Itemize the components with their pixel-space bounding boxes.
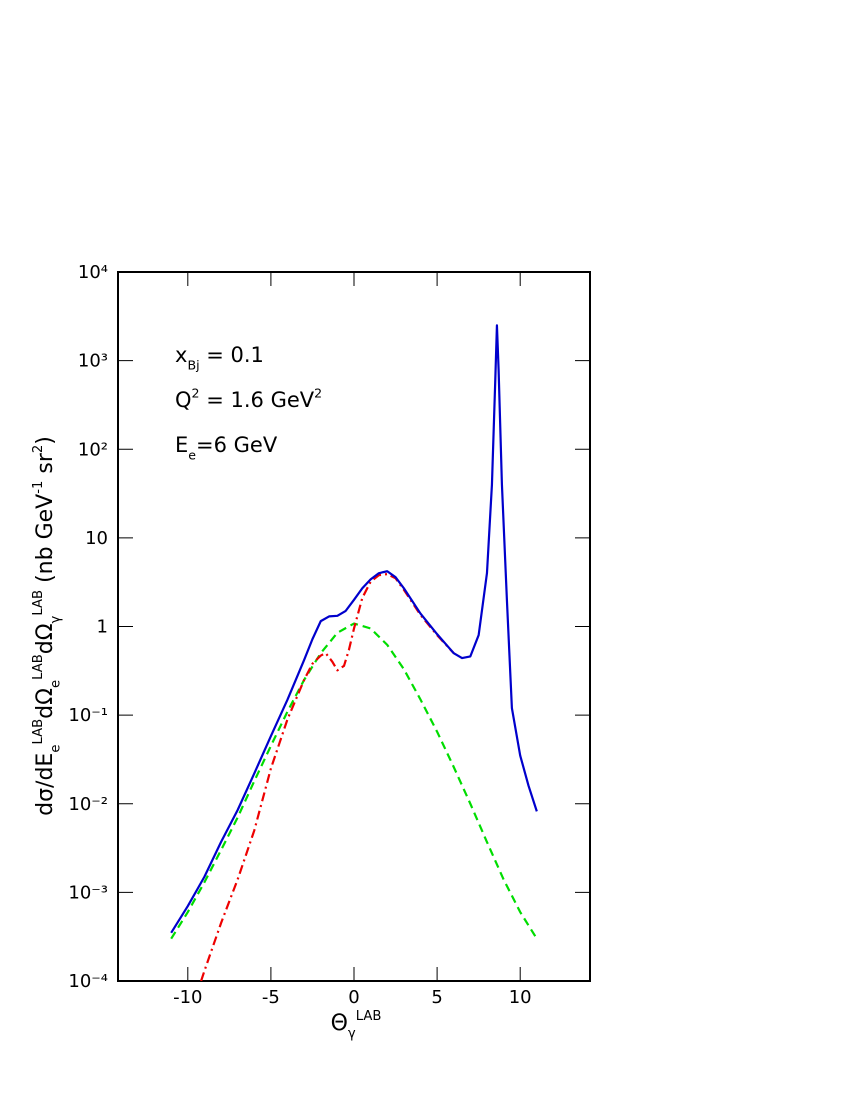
x-axis-label-part: Θ bbox=[331, 1011, 348, 1036]
y-axis-label-part: dΩ bbox=[33, 623, 58, 654]
data-line bbox=[170, 622, 538, 940]
annotation-part: =6 GeV bbox=[196, 433, 278, 457]
y-tick-label: 10⁻⁴ bbox=[68, 971, 108, 992]
y-axis-label-part: (nb GeV bbox=[33, 494, 58, 590]
x-tick-label: -5 bbox=[262, 987, 280, 1008]
annotation-part: e bbox=[188, 447, 196, 462]
y-axis-label-part: LAB bbox=[31, 719, 46, 745]
annotation-part: Q bbox=[175, 388, 192, 412]
x-tick-label: -10 bbox=[173, 987, 202, 1008]
y-tick-label: 1 bbox=[97, 617, 108, 638]
annotation-part: 2 bbox=[314, 386, 322, 401]
y-tick-label: 10² bbox=[78, 439, 108, 460]
y-tick-label: 10³ bbox=[78, 351, 108, 372]
y-tick-label: 10⁻¹ bbox=[68, 705, 108, 726]
y-tick-label: 10⁴ bbox=[78, 262, 108, 283]
y-tick-label: 10⁻³ bbox=[68, 882, 108, 903]
annotation: xBj = 0.1 bbox=[175, 343, 264, 372]
y-axis-label: dσ/dEeLABdΩeLABdΩγLAB (nb GeV-1 sr2) bbox=[31, 436, 64, 816]
x-axis-label: ΘγLAB bbox=[331, 1009, 382, 1042]
annotation-part: E bbox=[175, 433, 188, 457]
y-axis-label-part: -1 bbox=[31, 481, 46, 494]
y-tick-label: 10 bbox=[85, 528, 108, 549]
x-axis-label-part: LAB bbox=[356, 1009, 382, 1024]
data-line bbox=[200, 573, 455, 981]
y-axis-label-part: e bbox=[49, 680, 64, 688]
y-tick-label: 10⁻² bbox=[68, 794, 108, 815]
annotation-part: = 1.6 GeV bbox=[200, 388, 315, 412]
annotation: Q2 = 1.6 GeV2 bbox=[175, 386, 322, 412]
plot-area bbox=[170, 324, 538, 981]
x-axis-label-part: γ bbox=[348, 1027, 356, 1042]
x-tick-label: 0 bbox=[348, 987, 359, 1008]
data-line bbox=[170, 324, 538, 934]
annotation: Ee=6 GeV bbox=[175, 433, 278, 462]
y-axis-label-part: dσ/dE bbox=[33, 753, 58, 816]
y-axis-label-part: LAB bbox=[31, 590, 46, 616]
x-tick-label: 10 bbox=[509, 987, 532, 1008]
y-axis-label-part: 2 bbox=[31, 445, 46, 453]
y-axis-label-part: sr bbox=[33, 452, 58, 480]
y-axis-label-part: LAB bbox=[31, 654, 46, 680]
y-axis-label-part: dΩ bbox=[33, 688, 58, 719]
annotation-part: x bbox=[175, 343, 187, 367]
annotation-part: Bj bbox=[187, 357, 199, 372]
x-tick-label: 5 bbox=[431, 987, 442, 1008]
y-axis-label-part: ) bbox=[33, 436, 58, 445]
y-axis-label-part: γ bbox=[49, 615, 64, 623]
annotation-part: = 0.1 bbox=[200, 343, 264, 367]
annotation-part: 2 bbox=[192, 386, 200, 401]
y-axis-label-part: e bbox=[49, 745, 64, 753]
